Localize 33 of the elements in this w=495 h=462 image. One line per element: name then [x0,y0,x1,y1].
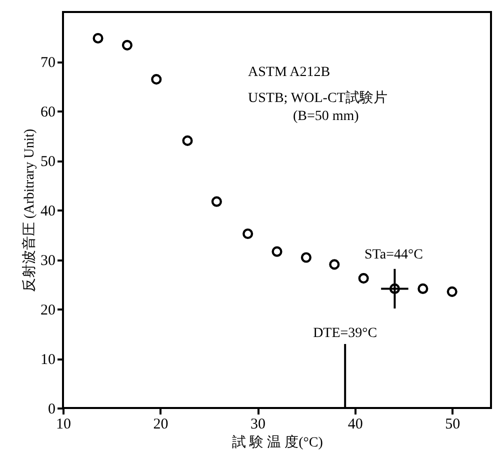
x-tick-label: 50 [445,416,460,432]
x-tick-label: 20 [153,416,168,432]
point [329,259,340,270]
x-tick-label: 40 [348,416,363,432]
y-tick-label: 60 [40,104,56,120]
y-axis-title: 反射波音圧 (Arbitrary Unit) [22,128,38,292]
point [151,74,162,85]
point [92,32,104,44]
y-tick-label: 70 [40,55,56,71]
annotation: USTB; WOL-CT試験片 [248,90,388,106]
y-tick-label: 10 [40,352,56,368]
y-tick-label: 0 [48,402,56,418]
point [446,286,458,297]
point [242,228,254,240]
x-tick-label: 10 [56,416,71,432]
point [211,196,222,207]
y-tick-label: 40 [40,204,56,220]
point [389,283,400,294]
x-axis-title: 試 験 温 度(°C) [232,434,324,450]
point [122,40,132,50]
annotation: ASTM A212B [248,65,330,80]
point [358,273,369,284]
annotation: (B=50 mm) [293,109,360,124]
point [418,283,428,294]
y-tick-label: 30 [40,253,56,269]
point [182,135,193,146]
point [300,252,312,263]
y-tick-label: 20 [40,302,56,318]
ref-line-label: DTE=39°C [313,326,378,341]
x-tick-label: 30 [250,416,266,432]
y-tick-label: 50 [40,154,56,170]
point [272,246,282,257]
annotation: STa=44°C [364,247,423,262]
